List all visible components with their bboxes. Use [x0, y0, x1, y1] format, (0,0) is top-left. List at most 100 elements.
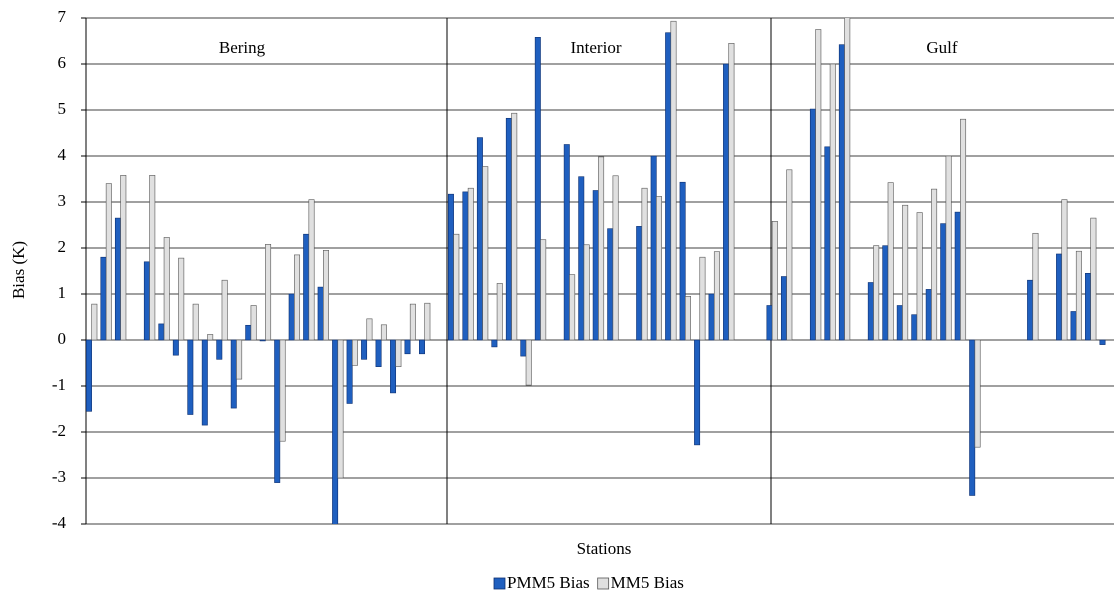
bar — [178, 257, 185, 341]
y-tick-label: 6 — [58, 53, 67, 72]
bar — [583, 244, 590, 341]
bar — [534, 37, 541, 341]
bar — [1070, 311, 1077, 341]
bar — [187, 339, 194, 415]
bar — [207, 334, 214, 341]
bar — [163, 237, 170, 341]
bar — [149, 175, 156, 341]
bar — [873, 245, 880, 341]
bar — [332, 339, 339, 524]
bar — [641, 187, 648, 341]
bar — [91, 303, 98, 341]
bar — [221, 279, 228, 341]
bar — [723, 63, 730, 341]
bar — [670, 20, 677, 341]
y-tick-label: -4 — [52, 513, 67, 532]
bar — [100, 256, 107, 341]
bar — [337, 339, 344, 479]
region-label: Interior — [571, 38, 622, 57]
bar — [713, 251, 720, 341]
bar — [867, 282, 874, 341]
bar — [424, 302, 431, 341]
bar — [158, 323, 165, 341]
bar — [931, 188, 938, 341]
y-tick-label: 0 — [58, 329, 67, 348]
bar — [1090, 217, 1097, 341]
bar — [699, 256, 706, 341]
bar — [308, 199, 315, 341]
bar — [771, 221, 778, 341]
bar — [491, 339, 498, 348]
bar — [351, 339, 358, 366]
bar — [120, 175, 127, 341]
bar — [569, 274, 576, 341]
bar — [636, 226, 643, 341]
bar — [694, 339, 701, 446]
bar — [728, 42, 735, 341]
bar — [172, 339, 179, 356]
bar — [105, 183, 112, 341]
bar — [245, 324, 252, 341]
bar — [476, 137, 483, 341]
bar — [216, 339, 223, 360]
bar — [375, 339, 382, 367]
bar — [684, 295, 691, 341]
bar — [496, 283, 503, 341]
y-axis-title: Bias (K) — [9, 241, 28, 299]
bar — [679, 181, 686, 341]
legend: PMM5 Bias MM5 Bias — [493, 573, 684, 592]
bar — [447, 193, 454, 341]
bar — [279, 339, 286, 442]
bar — [505, 117, 512, 341]
legend-swatch — [493, 577, 506, 590]
y-tick-label: 7 — [58, 7, 67, 26]
bar — [520, 339, 527, 357]
bar — [708, 293, 715, 341]
bar — [974, 339, 981, 448]
bar — [303, 233, 310, 341]
bar — [824, 146, 831, 341]
bar — [786, 169, 793, 341]
bar — [563, 144, 570, 341]
bar — [323, 250, 329, 341]
bar — [86, 339, 92, 412]
bar — [288, 293, 295, 341]
bar — [361, 339, 368, 360]
bar — [940, 223, 947, 341]
bar — [462, 191, 469, 341]
y-tick-label: -2 — [52, 421, 66, 440]
bar — [259, 339, 266, 342]
bar — [453, 233, 460, 341]
legend-label: MM5 Bias — [611, 573, 684, 592]
y-tick-label: 1 — [58, 283, 67, 302]
legend-label: PMM5 Bias — [507, 573, 590, 592]
bars — [86, 18, 1106, 524]
y-tick-label: 3 — [58, 191, 67, 210]
bar — [294, 254, 301, 341]
bar — [366, 318, 373, 341]
bar — [409, 303, 416, 341]
bar — [612, 175, 619, 341]
bar — [114, 217, 121, 341]
bar — [809, 108, 816, 341]
bar — [404, 339, 411, 355]
bar — [829, 63, 836, 341]
bar — [230, 339, 237, 409]
bar — [265, 244, 272, 341]
bar — [780, 276, 787, 341]
bar — [390, 339, 397, 394]
bar — [1027, 279, 1034, 341]
bar — [592, 190, 599, 341]
bar — [482, 166, 489, 341]
bar — [1075, 250, 1082, 341]
bar — [578, 176, 585, 341]
bar — [954, 211, 961, 341]
bar — [766, 305, 773, 341]
bar — [838, 44, 845, 341]
bar — [192, 303, 199, 341]
bar — [969, 339, 976, 496]
bar — [656, 196, 662, 341]
bar — [911, 314, 918, 341]
bar — [945, 155, 952, 341]
